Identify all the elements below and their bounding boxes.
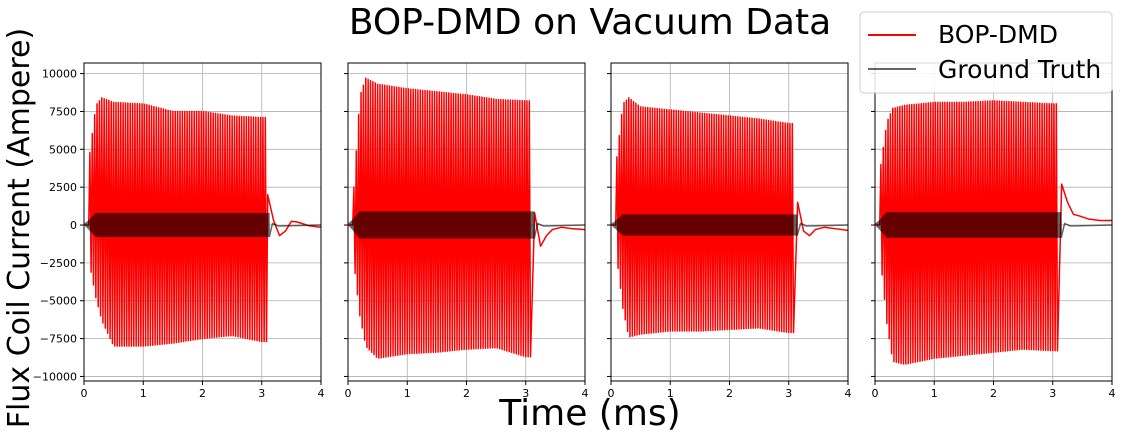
x-axis-label: Time (ms): [498, 393, 680, 434]
bop-dmd-line: [348, 77, 585, 359]
x-tick-label: 0: [81, 387, 88, 400]
y-tick-label: 5000: [49, 143, 77, 156]
y-tick-label: −2500: [40, 257, 77, 270]
x-tick-label: 2: [463, 387, 470, 400]
x-tick-label: 1: [667, 387, 674, 400]
x-tick-label: 0: [608, 387, 615, 400]
x-tick-label: 3: [1049, 387, 1056, 400]
chart-title: BOP-DMD on Vacuum Data: [349, 2, 831, 43]
x-tick-label: 1: [404, 387, 411, 400]
x-tick-label: 4: [1109, 387, 1116, 400]
y-tick-label: 0: [70, 219, 77, 232]
panel-2: 0 1 2 3 4: [344, 62, 589, 400]
legend: BOP-DMD Ground Truth: [859, 11, 1113, 94]
y-tick-label: −10000: [33, 370, 77, 383]
y-tick-label: 7500: [49, 105, 77, 118]
x-tick-label: 1: [931, 387, 938, 400]
x-tick-label: 3: [785, 387, 792, 400]
x-tick-label: 4: [318, 387, 325, 400]
bop-dmd-line: [875, 100, 1112, 365]
x-tick-label: 4: [582, 387, 589, 400]
ground-truth-line: [84, 212, 321, 238]
panel-1: 0 1 2 3 4 10000 7500 5000 2500 0 −2500 −5000 −7500 −1…: [33, 62, 325, 400]
x-tick-label: 2: [990, 387, 997, 400]
x-tick-label: 2: [726, 387, 733, 400]
x-tick-label: 0: [872, 387, 879, 400]
ground-truth-line: [348, 211, 585, 239]
x-tick-label: 3: [522, 387, 529, 400]
ground-truth-line: [611, 214, 848, 236]
bop-dmd-line: [611, 97, 848, 338]
x-tick-label: 1: [140, 387, 147, 400]
x-tick-label: 4: [845, 387, 852, 400]
panel-3: 0 1 2 3 4: [607, 62, 852, 400]
x-tick-label: 2: [199, 387, 206, 400]
y-axis-label: Flux Coil Current (Ampere): [2, 28, 37, 428]
x-tick-label: 3: [258, 387, 265, 400]
ground-truth-line: [875, 212, 1112, 239]
y-tick-label: −5000: [40, 295, 77, 308]
x-tick-label: 0: [345, 387, 352, 400]
legend-box: [859, 11, 1113, 94]
legend-label-bop-dmd: BOP-DMD: [938, 20, 1058, 49]
y-tick-label: 10000: [42, 68, 77, 81]
y-tick-label: −7500: [40, 333, 77, 346]
y-tick-label: 2500: [49, 181, 77, 194]
legend-label-ground-truth: Ground Truth: [938, 55, 1101, 84]
